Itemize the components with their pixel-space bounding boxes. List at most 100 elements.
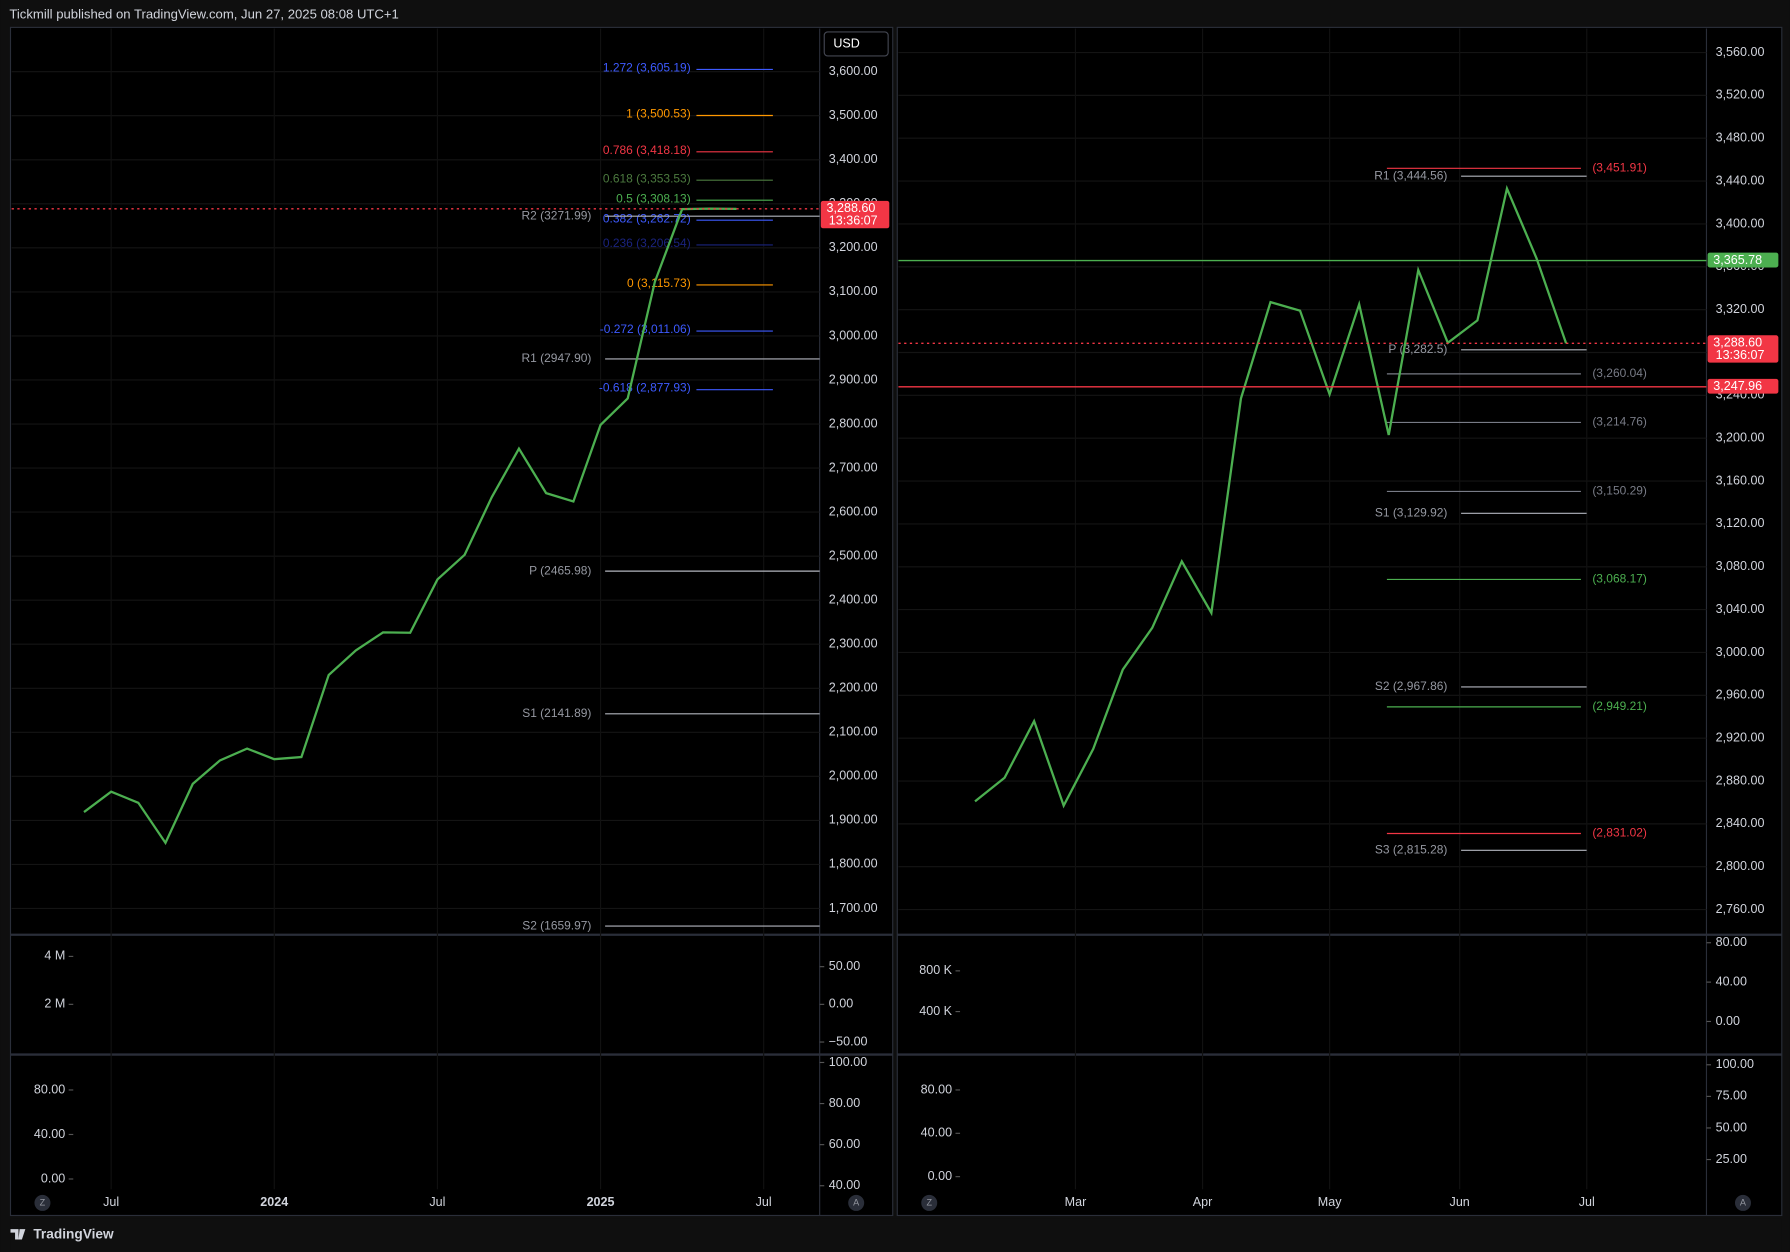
y-tick-label: 2,900.00: [829, 372, 878, 386]
pane-y2-tick-label: 40.00: [1716, 974, 1747, 988]
axis-button-label[interactable]: A: [1740, 1197, 1747, 1207]
pane-y2-tick-label: 0.00: [829, 997, 853, 1011]
x-tick-label: May: [1318, 1195, 1342, 1209]
level-label: (3,068.17): [1592, 572, 1647, 586]
y-tick-label: 2,800.00: [829, 416, 878, 430]
pivot-label: S3 (2,815.28): [1375, 843, 1448, 857]
y-tick-label: 1,900.00: [829, 813, 878, 827]
y-tick-label: 2,960.00: [1716, 688, 1765, 702]
pane-y2-tick-label: 80.00: [829, 1096, 860, 1110]
pivot-label: P (3,282.5): [1388, 342, 1447, 356]
axis-button[interactable]: [848, 1194, 865, 1211]
x-tick-label: 2024: [260, 1195, 288, 1209]
pane-y2-tick-label: 100.00: [829, 1055, 867, 1069]
y-tick-label: 2,500.00: [829, 548, 878, 562]
y-tick-label: 3,400.00: [1716, 216, 1765, 230]
x-tick-label: Jul: [1579, 1195, 1595, 1209]
currency-button[interactable]: [823, 31, 889, 57]
level-label: (3,214.76): [1592, 415, 1647, 429]
y-tick-label: 3,000.00: [829, 328, 878, 342]
x-tick-label: Jul: [103, 1195, 119, 1209]
y-tick-label: 3,200.00: [829, 240, 878, 254]
y-tick-label: 3,560.00: [1716, 45, 1765, 59]
y-tick-label: 1,700.00: [829, 901, 878, 915]
fib-label: -0.618 (2,877.93): [599, 381, 691, 395]
axis-button[interactable]: [1734, 1194, 1751, 1211]
y-tick-label: 3,100.00: [829, 284, 878, 298]
pivot-label: S2 (1659.97): [522, 918, 591, 932]
axis-button-label[interactable]: A: [853, 1197, 860, 1207]
y-tick-label: 3,480.00: [1716, 131, 1765, 145]
price-tag-time: 13:36:07: [1716, 348, 1765, 362]
y-tick-label: 2,760.00: [1716, 902, 1765, 916]
pane-y2-tick-label: 50.00: [1716, 1120, 1747, 1134]
y-tick-label: 3,440.00: [1716, 173, 1765, 187]
price-tag: [820, 200, 890, 229]
axis-button-label[interactable]: Z: [40, 1197, 46, 1207]
y-tick-label: 2,880.00: [1716, 773, 1765, 787]
pivot-label: R1 (3,444.56): [1374, 168, 1447, 182]
fib-label: -0.272 (3,011.06): [600, 322, 691, 336]
y-tick-label: 3,320.00: [1716, 302, 1765, 316]
y-tick-label: 2,100.00: [829, 725, 878, 739]
y-tick-label: 2,920.00: [1716, 730, 1765, 744]
fib-label: 0 (3,115.73): [627, 276, 691, 290]
level-label: (3,260.04): [1592, 366, 1647, 380]
axis-button-label[interactable]: Z: [926, 1197, 932, 1207]
x-tick-label: Apr: [1193, 1195, 1213, 1209]
level-label: (2,949.21): [1592, 699, 1647, 713]
pane-y-tick-label: 4 M: [44, 949, 65, 963]
price-tag-label: 3,365.78: [1713, 253, 1762, 267]
y-tick-label: 3,600.00: [829, 64, 878, 78]
pane-y2-tick-label: 100.00: [1716, 1057, 1754, 1071]
pane-y2-tick-label: 75.00: [1716, 1089, 1747, 1103]
price-tag: [1707, 378, 1779, 394]
y-tick-label: 2,400.00: [829, 592, 878, 606]
charts: 1,700.00 1,800.00 1,900.00 2,000.00 2,100.00…: [10, 28, 1782, 1216]
pivot-label: S1 (3,129.92): [1375, 505, 1448, 519]
x-tick-label: Jul: [756, 1195, 772, 1209]
pivot-label: P (2465.98): [529, 563, 591, 577]
axis-button[interactable]: [921, 1194, 938, 1211]
price-tag-label: 3,247.96: [1713, 379, 1762, 393]
y-tick-label: 2,000.00: [829, 769, 878, 783]
publisher-line: Tickmill published on TradingView.com, J…: [9, 6, 398, 21]
pane-y-tick-label: 40.00: [34, 1127, 65, 1141]
axis-button[interactable]: [34, 1194, 51, 1211]
pane-y2-tick-label: 40.00: [829, 1178, 860, 1192]
footer-bar: [10, 1218, 1782, 1251]
y-tick-label: 2,700.00: [829, 460, 878, 474]
y-tick-label: 2,840.00: [1716, 816, 1765, 830]
y-tick-label: 3,200.00: [1716, 431, 1765, 445]
price-tag-label: 3,288.60: [1713, 336, 1762, 350]
y-tick-label: 3,120.00: [1716, 516, 1765, 530]
pane-y2-tick-label: 80.00: [1716, 935, 1747, 949]
level-label: (3,150.29): [1592, 484, 1647, 498]
pane-y-tick-label: 800 K: [919, 963, 952, 977]
y-tick-label: 3,000.00: [1716, 645, 1765, 659]
level-label: (3,451.91): [1592, 161, 1647, 175]
left-frame: [9, 26, 894, 1217]
pivot-label: S1 (2141.89): [522, 706, 591, 720]
price-tag: [1707, 252, 1779, 268]
brand-name: TradingView: [33, 1226, 114, 1241]
pane-y-tick-label: 80.00: [34, 1082, 65, 1096]
x-tick-label: Jun: [1450, 1195, 1470, 1209]
x-tick-label: Jul: [429, 1195, 445, 1209]
fib-label: 0.5 (3,308.13): [616, 191, 691, 205]
pane-y2-tick-label: −50.00: [829, 1034, 868, 1048]
y-tick-label: 3,500.00: [829, 108, 878, 122]
pane-y-tick-label: 400 K: [919, 1004, 952, 1018]
currency-button-label[interactable]: USD: [833, 36, 860, 50]
price-tag-label: 3,288.60: [827, 201, 876, 215]
x-tick-label: 2025: [587, 1195, 615, 1209]
y-tick-label: 3,160.00: [1716, 473, 1765, 487]
y-tick-label: 2,200.00: [829, 681, 878, 695]
pane-y2-tick-label: 60.00: [829, 1137, 860, 1151]
level-label: (2,831.02): [1592, 826, 1647, 840]
y-tick-label: 3,520.00: [1716, 88, 1765, 102]
y-tick-label: 2,600.00: [829, 504, 878, 518]
y-tick-label: 3,400.00: [829, 152, 878, 166]
